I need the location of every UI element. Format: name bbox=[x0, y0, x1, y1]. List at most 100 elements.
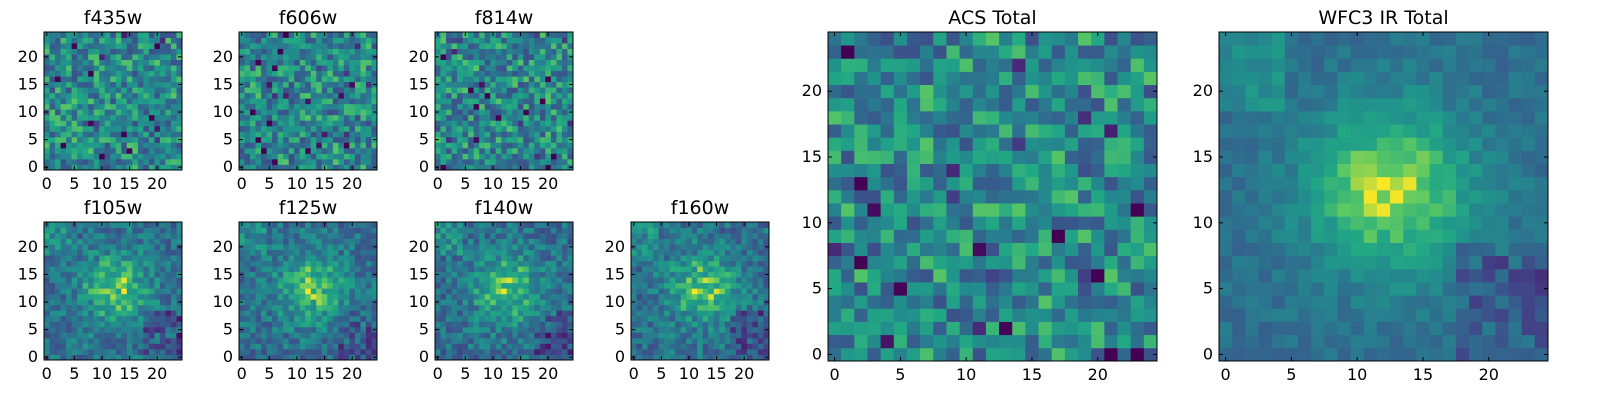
heatmap-cell bbox=[735, 227, 742, 234]
heatmap-cell bbox=[288, 299, 295, 306]
heatmap-cell bbox=[512, 277, 519, 284]
heatmap-cell bbox=[841, 150, 855, 164]
heatmap-cell bbox=[435, 153, 441, 160]
heatmap-cell bbox=[484, 37, 491, 44]
heatmap-cell bbox=[724, 222, 731, 228]
heatmap-cell bbox=[501, 271, 508, 278]
heatmap-cell bbox=[60, 98, 67, 105]
heatmap-cell bbox=[165, 54, 172, 60]
heatmap-cell bbox=[349, 266, 356, 273]
heatmap-cell bbox=[154, 98, 161, 105]
heatmap-cell bbox=[126, 271, 133, 278]
heatmap-cell bbox=[143, 37, 150, 44]
heatmap-cell bbox=[349, 249, 356, 256]
heatmap-cell bbox=[708, 260, 715, 267]
heatmap-cell bbox=[332, 271, 339, 278]
heatmap-cell bbox=[176, 142, 183, 149]
heatmap-cell bbox=[266, 304, 273, 311]
heatmap-cell bbox=[451, 277, 458, 284]
heatmap-cell bbox=[137, 288, 144, 295]
heatmap-cell bbox=[165, 249, 172, 256]
heatmap-cell bbox=[88, 125, 95, 132]
heatmap-cell bbox=[719, 227, 726, 234]
heatmap-cell bbox=[49, 282, 56, 289]
heatmap-cell bbox=[495, 337, 502, 344]
heatmap-cell bbox=[60, 337, 67, 344]
heatmap-cell bbox=[972, 242, 987, 257]
heatmap-cell bbox=[473, 260, 480, 267]
heatmap-cell bbox=[495, 282, 502, 289]
heatmap-cell bbox=[349, 120, 356, 127]
heatmap-cell bbox=[332, 98, 339, 105]
heatmap-cell bbox=[473, 37, 480, 44]
heatmap-cell bbox=[365, 54, 372, 60]
heatmap-cell bbox=[255, 98, 262, 105]
heatmap-cell bbox=[338, 260, 345, 267]
heatmap-cell bbox=[675, 227, 682, 234]
heatmap-cell bbox=[294, 81, 301, 88]
heatmap-cell bbox=[528, 76, 535, 83]
heatmap-cell bbox=[841, 229, 855, 243]
heatmap-cell bbox=[528, 164, 535, 171]
heatmap-cell bbox=[446, 348, 452, 355]
heatmap-cell bbox=[143, 147, 150, 154]
heatmap-cell bbox=[841, 334, 855, 349]
heatmap-cell bbox=[545, 293, 552, 300]
heatmap-cell bbox=[828, 189, 842, 204]
heatmap-cell bbox=[959, 282, 974, 296]
heatmap-cell bbox=[664, 315, 671, 322]
heatmap-cell bbox=[239, 288, 245, 295]
heatmap-cell bbox=[534, 249, 541, 256]
heatmap-cell bbox=[321, 37, 328, 44]
heatmap-cell bbox=[435, 233, 441, 239]
heatmap-cell bbox=[137, 65, 144, 72]
heatmap-cell bbox=[365, 326, 372, 333]
heatmap-cell bbox=[462, 92, 469, 99]
heatmap-cell bbox=[77, 32, 84, 38]
heatmap-cell bbox=[1130, 242, 1145, 257]
heatmap-cell bbox=[539, 131, 546, 138]
heatmap-cell bbox=[495, 332, 502, 339]
heatmap-cell bbox=[523, 76, 530, 83]
heatmap-cell bbox=[266, 348, 273, 355]
heatmap-cell bbox=[440, 326, 447, 333]
heatmap-cell bbox=[277, 131, 284, 138]
heatmap-cell bbox=[365, 321, 372, 328]
heatmap-cell bbox=[440, 120, 447, 127]
heatmap-cell bbox=[506, 321, 513, 328]
heatmap-cell bbox=[338, 158, 345, 165]
heatmap-cell bbox=[261, 315, 267, 322]
heatmap-cell bbox=[719, 354, 726, 361]
heatmap-cell bbox=[490, 288, 497, 295]
heatmap-cell bbox=[473, 238, 480, 245]
heatmap-cell bbox=[250, 81, 256, 88]
heatmap-cell bbox=[272, 310, 279, 317]
heatmap-cell bbox=[93, 227, 100, 234]
y-tick-label: 20 bbox=[409, 47, 429, 66]
heatmap-cell bbox=[143, 315, 150, 322]
heatmap-cell bbox=[170, 277, 177, 284]
heatmap-cell bbox=[506, 136, 513, 143]
heatmap-cell bbox=[462, 304, 469, 311]
heatmap-cell bbox=[484, 315, 491, 322]
heatmap-cell bbox=[60, 227, 67, 234]
heatmap-cell bbox=[534, 153, 541, 160]
heatmap-cell bbox=[316, 98, 323, 105]
heatmap-cell bbox=[451, 59, 458, 66]
heatmap-cell bbox=[1012, 347, 1026, 362]
heatmap-cell bbox=[88, 244, 95, 250]
heatmap-cell bbox=[490, 299, 497, 306]
heatmap-cell bbox=[435, 255, 441, 262]
heatmap-cell bbox=[867, 308, 882, 322]
heatmap-cell bbox=[440, 282, 447, 289]
heatmap-cell bbox=[528, 114, 535, 121]
heatmap-cell bbox=[757, 227, 764, 234]
heatmap-cell bbox=[636, 277, 643, 284]
heatmap-cell bbox=[55, 43, 61, 49]
heatmap-cell bbox=[88, 136, 95, 143]
heatmap-cell bbox=[66, 321, 72, 328]
heatmap-cell bbox=[880, 150, 895, 164]
heatmap-cell bbox=[250, 326, 256, 333]
heatmap-cell bbox=[501, 304, 508, 311]
